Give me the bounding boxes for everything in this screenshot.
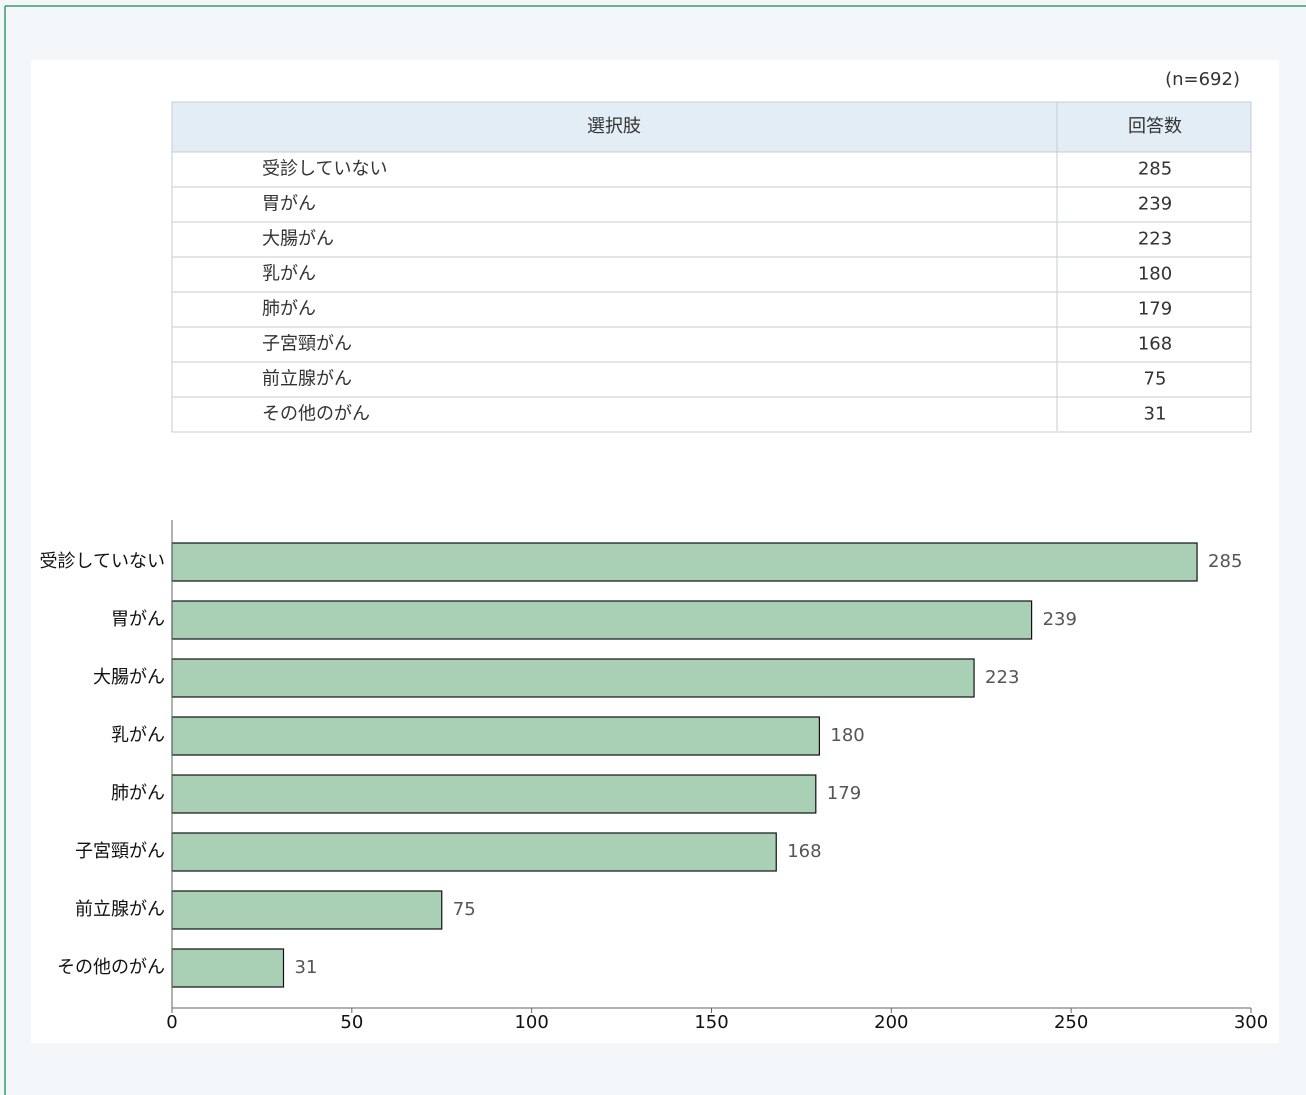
row-count: 180: [1138, 264, 1172, 285]
row-label: 胃がん: [262, 194, 316, 215]
row-count: 31: [1144, 404, 1167, 425]
bar: [171, 890, 443, 930]
value-label: 285: [1208, 551, 1242, 572]
y-tick-label: 大腸がん: [93, 667, 165, 688]
value-label: 223: [985, 667, 1019, 688]
table-header: [171, 101, 1252, 153]
row-count: 179: [1138, 299, 1172, 320]
bar: [171, 832, 777, 872]
bar: [171, 716, 821, 756]
row-count: 75: [1144, 369, 1167, 390]
x-tick-label: 300: [1234, 1012, 1268, 1033]
y-tick-label: 乳がん: [111, 725, 165, 746]
row-label: その他のがん: [262, 404, 370, 425]
value-label: 179: [827, 783, 861, 804]
table-row: [171, 396, 1252, 433]
x-tick-label: 0: [166, 1012, 177, 1033]
value-label: 180: [830, 725, 864, 746]
row-count: 239: [1138, 194, 1172, 215]
row-label: 前立腺がん: [262, 369, 352, 390]
x-tick-label: 50: [340, 1012, 363, 1033]
row-label: 大腸がん: [262, 229, 334, 250]
y-tick-label: 胃がん: [111, 609, 165, 630]
value-label: 75: [453, 899, 476, 920]
value-label: 31: [294, 957, 317, 978]
x-tick-label: 150: [694, 1012, 728, 1033]
bar: [171, 542, 1198, 582]
bar: [171, 774, 817, 814]
row-label: 子宮頸がん: [262, 334, 352, 355]
x-tick-label: 200: [874, 1012, 908, 1033]
bar: [171, 948, 285, 988]
sample-size: (n=692): [1165, 69, 1240, 90]
x-tick-label: 100: [514, 1012, 548, 1033]
value-label: 168: [787, 841, 821, 862]
row-label: 受診していない: [262, 159, 387, 180]
row-label: 乳がん: [262, 264, 316, 285]
y-tick-label: 受診していない: [40, 551, 165, 572]
bar: [171, 600, 1033, 640]
row-count: 223: [1138, 229, 1172, 250]
header-cell: 選択肢: [587, 116, 641, 137]
value-label: 239: [1043, 609, 1077, 630]
x-tick-label: 250: [1054, 1012, 1088, 1033]
bar: [171, 658, 975, 698]
y-tick-label: 子宮頸がん: [75, 841, 165, 862]
header-cell: 回答数: [1128, 116, 1182, 137]
row-label: 肺がん: [262, 299, 316, 320]
y-tick-label: その他のがん: [57, 957, 165, 978]
y-tick-label: 前立腺がん: [75, 899, 165, 920]
row-count: 285: [1138, 159, 1172, 180]
row-count: 168: [1138, 334, 1172, 355]
y-tick-label: 肺がん: [111, 783, 165, 804]
